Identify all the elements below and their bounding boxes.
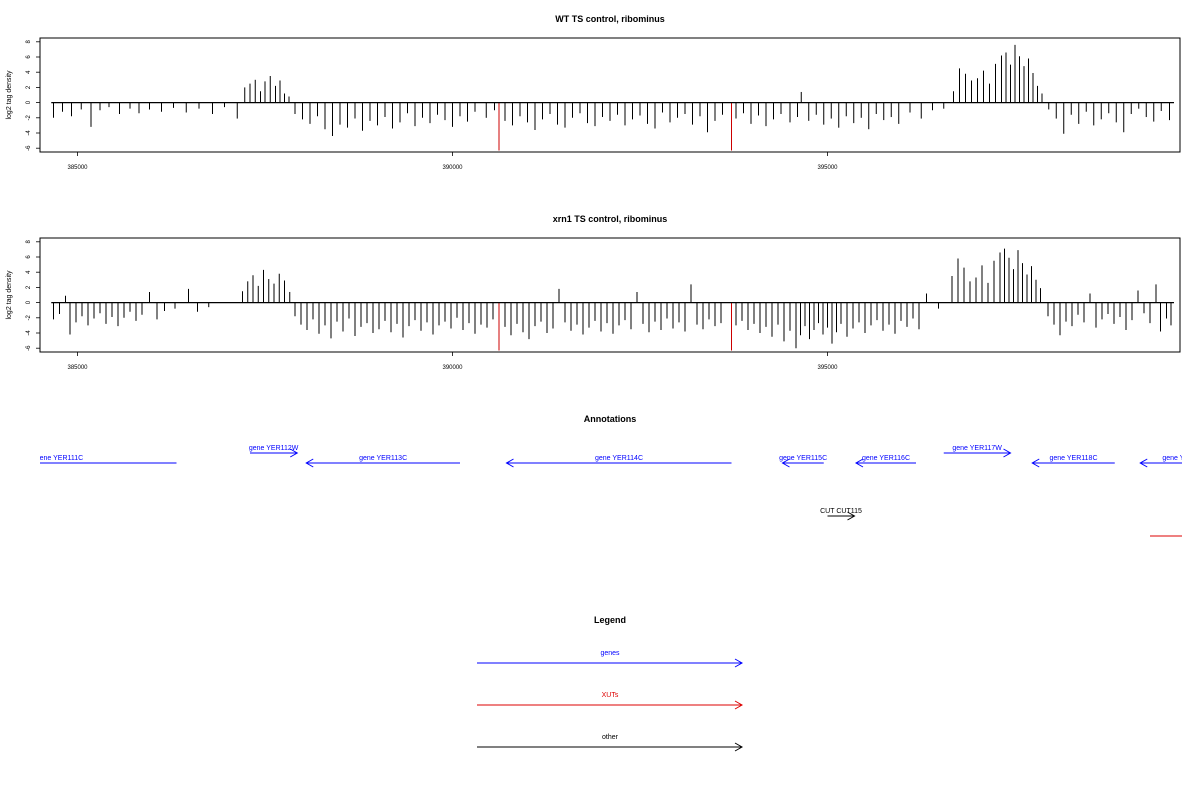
legend-entry-other: other [477, 734, 744, 752]
feature-gene-yer117w: gene YER117W [943, 445, 1012, 458]
plot-frame [39, 37, 1181, 153]
legend-label: other [602, 734, 619, 741]
y-tick-label: 6 [26, 55, 32, 59]
y-tick-label: -2 [26, 314, 32, 320]
feature-arrowhead [290, 448, 299, 458]
feature-arrowhead [781, 458, 790, 468]
feature-label: gene YER114C [595, 455, 643, 462]
legend-arrowhead [734, 742, 744, 752]
x-tick-label: 385000 [67, 365, 88, 371]
feature-xut-5r: XUT 5R [1150, 528, 1200, 537]
feature-gene-yer119c: gene YER119C [1139, 455, 1200, 468]
feature-label: CUT CUT115 [820, 508, 862, 515]
y-tick-label: 2 [26, 285, 32, 289]
feature-label: gene YER116C [862, 455, 910, 462]
feature-label: gene YER119C [1162, 455, 1200, 462]
legend-title: Legend [594, 615, 626, 625]
feature-label: gene YER113C [359, 455, 407, 462]
feature-gene-yer112w: gene YER112W [249, 445, 299, 458]
feature-arrowhead [854, 458, 864, 468]
y-axis-label: log2 tag density [6, 270, 13, 320]
y-tick-label: -4 [26, 130, 32, 136]
feature-gene-yer114c: gene YER114C [505, 455, 732, 468]
legend-arrowhead [734, 700, 744, 710]
x-tick-label: 395000 [817, 165, 838, 171]
feature-gene-yer113c: gene YER113C [305, 455, 460, 468]
y-tick-label: -6 [26, 345, 32, 351]
y-tick-label: 6 [26, 255, 32, 259]
y-tick-label: 4 [26, 270, 32, 274]
feature-label: gene YER118C [1050, 455, 1098, 462]
feature-arrowhead [1003, 448, 1012, 458]
feature-gene-yer115c: gene YER115C [779, 455, 827, 468]
legend-label: XUTs [602, 692, 619, 699]
feature-label: XUT 5R [1190, 528, 1200, 535]
legend-label: genes [600, 650, 620, 657]
feature-arrowhead [1031, 458, 1040, 468]
feature-label: gene YER115C [779, 455, 827, 462]
annotation-features: gene YER111C gene YER112W gene YER113C gene… [36, 445, 1200, 537]
feature-label: gene YER111C [36, 455, 83, 462]
x-tick-label: 390000 [442, 165, 463, 171]
feature-arrowhead [305, 458, 314, 468]
y-tick-label: 0 [26, 300, 32, 304]
feature-label: gene YER117W [952, 445, 1002, 452]
feature-arrowhead [847, 511, 856, 521]
legend-arrowhead [734, 658, 744, 668]
y-tick-label: 8 [26, 39, 32, 43]
y-axis-label: log2 tag density [6, 70, 13, 120]
legend-entry-genes: genes [477, 650, 744, 668]
y-tick-label: -6 [26, 145, 32, 151]
y-tick-label: 2 [26, 85, 32, 89]
feature-arrowhead [505, 458, 514, 468]
feature-arrowhead [1139, 458, 1148, 468]
y-tick-label: -4 [26, 330, 32, 336]
feature-gene-yer111c: gene YER111C [36, 455, 177, 464]
x-tick-label: 395000 [817, 365, 838, 371]
y-tick-label: -2 [26, 114, 32, 120]
y-tick-label: 0 [26, 100, 32, 104]
feature-cut-cut115: CUT CUT115 [820, 508, 862, 521]
annotation-title: Annotations [584, 414, 637, 424]
plot-frame [39, 237, 1181, 353]
x-tick-label: 385000 [67, 165, 88, 171]
panel-title: xrn1 TS control, ribominus [553, 214, 668, 224]
x-tick-label: 390000 [442, 365, 463, 371]
y-tick-label: 4 [26, 70, 32, 74]
legend-panel: Legend genes XUTs other [477, 615, 744, 752]
y-tick-label: 8 [26, 239, 32, 243]
panel-title: WT TS control, ribominus [555, 14, 665, 24]
xrn1-density-panel: xrn1 TS control, ribominus log2 tag densi… [6, 214, 1181, 371]
wt-density-panel: WT TS control, ribominus log2 tag density… [6, 14, 1181, 171]
legend-entry-xuts: XUTs [477, 692, 744, 710]
feature-gene-yer118c: gene YER118C [1031, 455, 1115, 468]
feature-label: gene YER112W [249, 445, 299, 452]
feature-gene-yer116c: gene YER116C [854, 455, 916, 468]
